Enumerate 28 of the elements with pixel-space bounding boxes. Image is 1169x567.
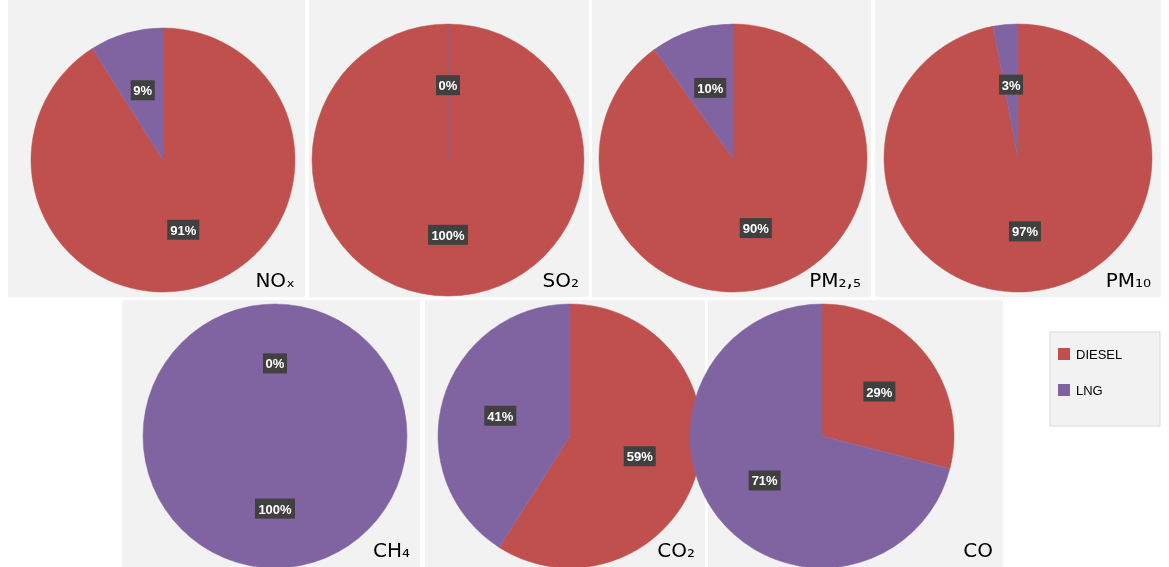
data-label: 71%	[751, 473, 779, 489]
data-label: 91%	[170, 222, 197, 238]
data-label: 41%	[487, 408, 514, 424]
data-label: 3%	[1001, 77, 1021, 93]
pie-slice	[437, 303, 571, 548]
data-label: 100%	[258, 501, 293, 517]
text: CH₄	[372, 538, 410, 562]
data-label: 59%	[626, 449, 654, 465]
data-label: 97%	[1011, 224, 1039, 240]
text: NOₓ	[255, 268, 295, 292]
pie-slice	[30, 27, 296, 293]
text: SO₂	[542, 268, 579, 292]
legend-label: LNG	[1076, 383, 1103, 398]
text: 0%	[265, 356, 285, 372]
text: PM₂,₅	[809, 268, 861, 292]
data-label: 9%	[133, 83, 153, 99]
text: CO	[963, 538, 993, 562]
pie-slice	[883, 23, 1153, 293]
legend-label: DIESEL	[1076, 347, 1123, 362]
text: PM₁₀	[1105, 268, 1151, 292]
pie-slice	[92, 27, 164, 161]
text: 0%	[438, 78, 458, 94]
pie-slice	[821, 303, 955, 470]
data-label: 90%	[742, 221, 770, 237]
data-label: 10%	[697, 80, 724, 96]
data-label: 29%	[866, 384, 893, 400]
text: CO₂	[657, 538, 695, 562]
data-label: 100%	[431, 227, 466, 243]
